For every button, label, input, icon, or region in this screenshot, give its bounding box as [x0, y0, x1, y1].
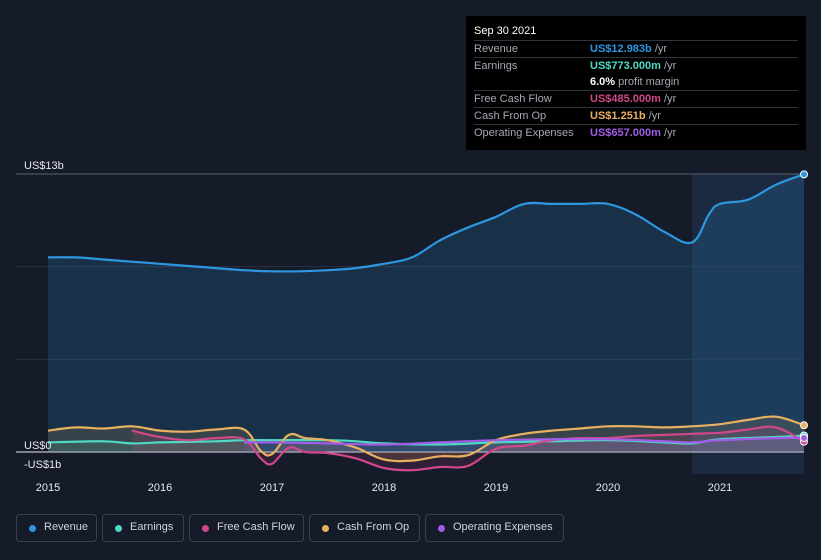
x-tick-label: 2015	[36, 482, 60, 494]
cash-from-op-area	[48, 416, 804, 462]
legend-item-operating-expenses[interactable]: Operating Expenses	[425, 514, 564, 542]
tooltip-label: Revenue	[474, 43, 519, 55]
x-tick-label: 2020	[596, 482, 620, 494]
profit-margin: 6.0% profit margin	[590, 76, 680, 88]
cash-from-op-endpoint	[800, 421, 808, 430]
operating-expenses-line	[243, 436, 805, 446]
free-cash-flow-area	[132, 426, 804, 471]
legend-item-cash-from-op[interactable]: Cash From Op	[309, 514, 420, 542]
tooltip-value: US$657.000m /yr	[590, 127, 677, 139]
legend-item-revenue[interactable]: Revenue	[16, 514, 97, 542]
legend-label: Free Cash Flow	[217, 521, 295, 533]
tooltip-label: Cash From Op	[474, 110, 547, 122]
y-tick-label: US$0	[24, 440, 52, 452]
tooltip-date: Sep 30 2021	[474, 25, 537, 37]
legend-label: Revenue	[44, 521, 89, 533]
cash-from-op-line	[47, 415, 805, 463]
tooltip-row-revenue: Revenue US$12.983b /yr	[474, 40, 798, 57]
operating-expenses-endpoint	[800, 433, 808, 442]
legend-dot-icon	[29, 525, 36, 532]
legend-dot-icon	[438, 525, 445, 532]
tooltip-row-operating-expenses: Operating Expenses US$657.000m /yr	[474, 124, 798, 141]
revenue-area	[48, 174, 804, 452]
earnings-area	[48, 435, 804, 452]
tooltip-value: US$773.000m /yr	[590, 60, 677, 72]
x-tick-label: 2017	[260, 482, 284, 494]
legend-label: Operating Expenses	[453, 521, 553, 533]
tooltip-value: US$1.251b /yr	[590, 110, 661, 122]
highlight-region	[692, 174, 804, 474]
legend-label: Cash From Op	[337, 521, 410, 533]
tooltip-row-earnings: Earnings US$773.000m /yr 6.0% profit mar…	[474, 57, 798, 90]
tooltip-label: Operating Expenses	[474, 127, 574, 139]
x-tick-label: 2018	[372, 482, 396, 494]
x-tick-label: 2021	[708, 482, 732, 494]
tooltip-label: Free Cash Flow	[474, 93, 552, 105]
legend-label: Earnings	[130, 521, 174, 533]
tooltip-panel: Sep 30 2021 Revenue US$12.983b /yr Earni…	[466, 16, 806, 150]
free-cash-flow-line	[131, 425, 805, 472]
legend-dot-icon	[202, 525, 209, 532]
tooltip-label: Earnings	[474, 60, 518, 72]
tooltip-value: US$485.000m /yr	[590, 93, 677, 105]
legend-item-free-cash-flow[interactable]: Free Cash Flow	[189, 514, 304, 542]
tooltip-value: US$12.983b /yr	[590, 43, 668, 55]
legend-dot-icon	[115, 525, 122, 532]
x-tick-label: 2016	[148, 482, 172, 494]
legend-dot-icon	[322, 525, 329, 532]
y-tick-label: US$13b	[24, 160, 64, 172]
revenue-line	[47, 173, 805, 273]
tooltip-row-free-cash-flow: Free Cash Flow US$485.000m /yr	[474, 90, 798, 107]
revenue-endpoint	[800, 170, 808, 179]
tooltip-row-cash-from-op: Cash From Op US$1.251b /yr	[474, 107, 798, 124]
x-tick-label: 2019	[484, 482, 508, 494]
y-tick-label: -US$1b	[24, 459, 61, 471]
legend-item-earnings[interactable]: Earnings	[102, 514, 184, 542]
